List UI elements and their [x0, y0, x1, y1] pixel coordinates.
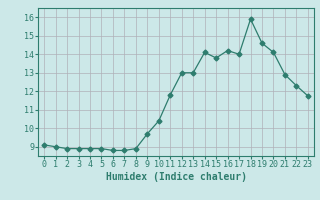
X-axis label: Humidex (Indice chaleur): Humidex (Indice chaleur): [106, 172, 246, 182]
